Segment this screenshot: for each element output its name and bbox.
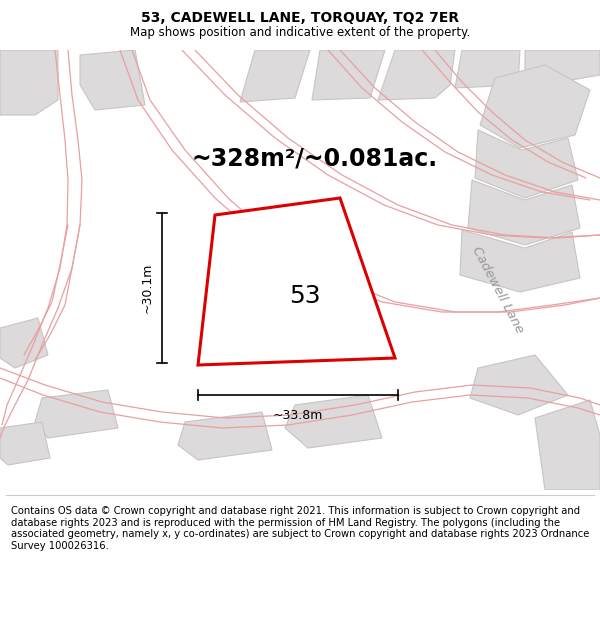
Text: 53, CADEWELL LANE, TORQUAY, TQ2 7ER: 53, CADEWELL LANE, TORQUAY, TQ2 7ER <box>141 11 459 25</box>
Polygon shape <box>378 50 455 100</box>
Text: Map shows position and indicative extent of the property.: Map shows position and indicative extent… <box>130 26 470 39</box>
Polygon shape <box>525 50 600 88</box>
Polygon shape <box>0 318 48 368</box>
Polygon shape <box>0 422 50 465</box>
Polygon shape <box>80 50 145 110</box>
Polygon shape <box>178 412 272 460</box>
Polygon shape <box>35 390 118 438</box>
Polygon shape <box>468 180 580 245</box>
Polygon shape <box>470 355 568 415</box>
Polygon shape <box>0 50 58 115</box>
Text: ~33.8m: ~33.8m <box>273 409 323 422</box>
Text: ~30.1m: ~30.1m <box>141 262 154 313</box>
Polygon shape <box>285 395 382 448</box>
Text: Cadewell Lane: Cadewell Lane <box>470 244 526 336</box>
Text: Contains OS data © Crown copyright and database right 2021. This information is : Contains OS data © Crown copyright and d… <box>11 506 589 551</box>
Text: 53: 53 <box>289 284 321 308</box>
Polygon shape <box>198 198 395 365</box>
Polygon shape <box>312 50 385 100</box>
Polygon shape <box>475 130 578 198</box>
Polygon shape <box>460 230 580 292</box>
Text: ~328m²/~0.081ac.: ~328m²/~0.081ac. <box>192 146 438 170</box>
Polygon shape <box>480 65 590 148</box>
Polygon shape <box>240 50 310 102</box>
Polygon shape <box>535 400 600 490</box>
Polygon shape <box>455 50 520 88</box>
